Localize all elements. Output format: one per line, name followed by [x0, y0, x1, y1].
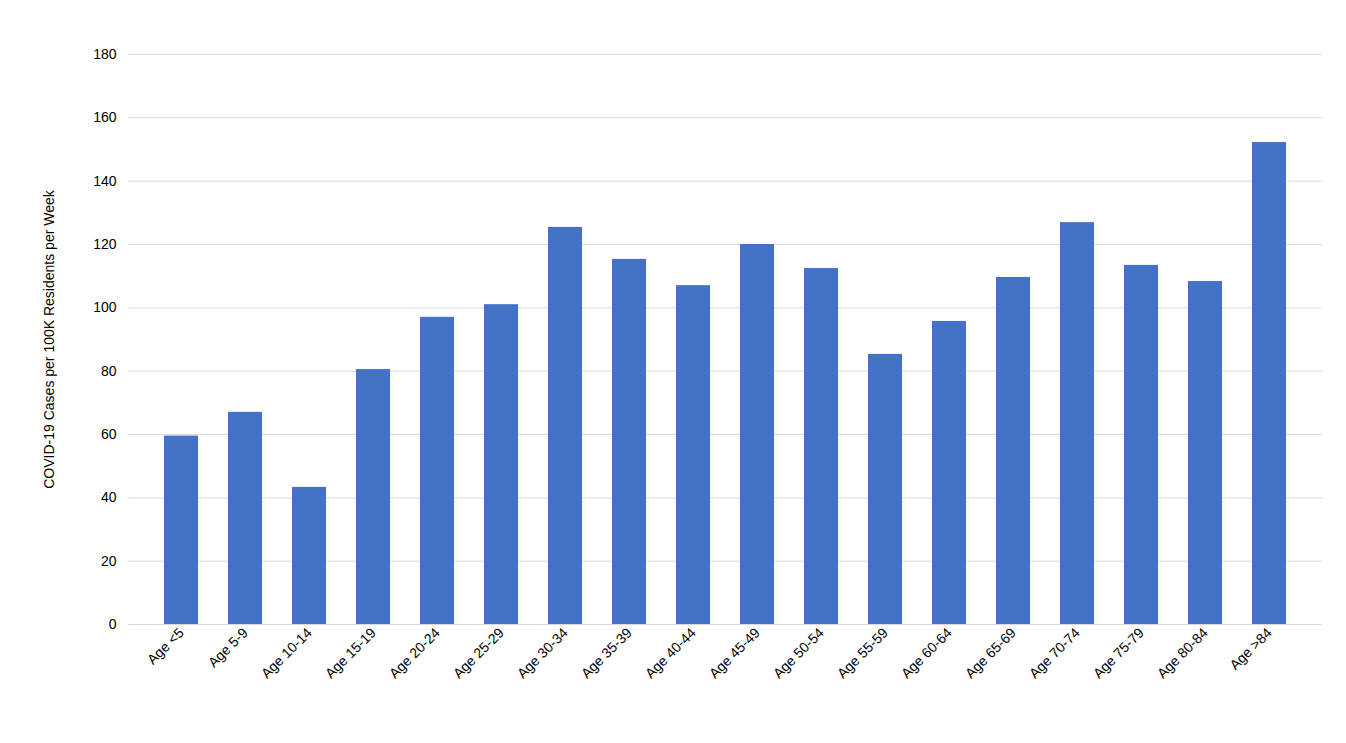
- svg-text:60: 60: [101, 426, 117, 442]
- svg-text:120: 120: [93, 236, 117, 252]
- svg-text:0: 0: [109, 616, 117, 632]
- svg-text:Age 75-79: Age 75-79: [1090, 624, 1147, 681]
- svg-text:Age 20-24: Age 20-24: [386, 624, 443, 681]
- svg-text:Age 50-54: Age 50-54: [770, 624, 827, 681]
- svg-text:160: 160: [93, 109, 117, 125]
- svg-text:Age 55-59: Age 55-59: [834, 624, 891, 681]
- svg-text:40: 40: [101, 489, 117, 505]
- svg-text:140: 140: [93, 173, 117, 189]
- svg-text:Age 80-84: Age 80-84: [1154, 624, 1211, 681]
- svg-text:COVID-19 Cases per 100K Reside: COVID-19 Cases per 100K Residents per We…: [41, 189, 57, 489]
- svg-text:80: 80: [101, 363, 117, 379]
- svg-text:Age 60-64: Age 60-64: [898, 624, 955, 681]
- svg-text:Age 25-29: Age 25-29: [450, 624, 507, 681]
- svg-text:Age <5: Age <5: [144, 624, 187, 667]
- svg-text:Age 35-39: Age 35-39: [578, 624, 635, 681]
- svg-text:Age 5-9: Age 5-9: [205, 624, 251, 670]
- svg-text:Age 15-19: Age 15-19: [322, 624, 379, 681]
- svg-text:20: 20: [101, 553, 117, 569]
- svg-text:Age 45-49: Age 45-49: [706, 624, 763, 681]
- svg-text:Age 70-74: Age 70-74: [1026, 624, 1083, 681]
- svg-text:Age 30-34: Age 30-34: [514, 624, 571, 681]
- svg-text:Age 40-44: Age 40-44: [642, 624, 699, 681]
- svg-text:Age 10-14: Age 10-14: [258, 624, 315, 681]
- svg-text:100: 100: [93, 299, 117, 315]
- svg-text:180: 180: [93, 46, 117, 62]
- svg-text:Age 65-69: Age 65-69: [962, 624, 1019, 681]
- svg-text:Age >84: Age >84: [1226, 624, 1275, 673]
